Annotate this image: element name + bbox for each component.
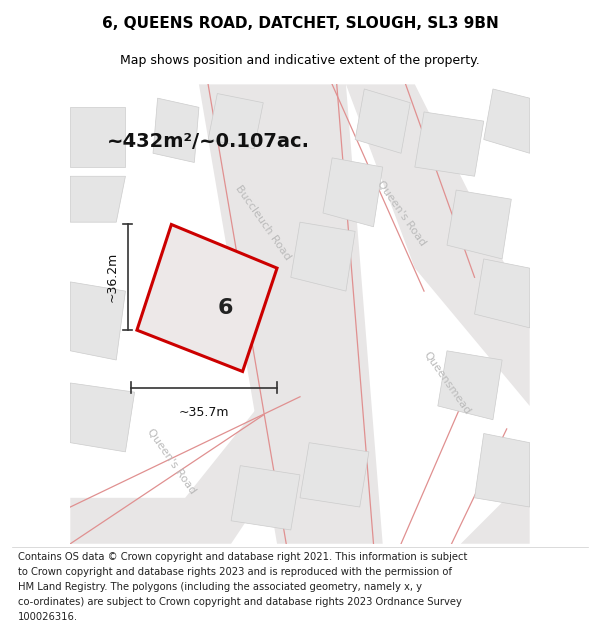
Polygon shape bbox=[153, 98, 199, 162]
Polygon shape bbox=[70, 107, 125, 167]
Text: Contains OS data © Crown copyright and database right 2021. This information is : Contains OS data © Crown copyright and d… bbox=[18, 552, 467, 562]
Polygon shape bbox=[475, 259, 530, 328]
Text: Map shows position and indicative extent of the property.: Map shows position and indicative extent… bbox=[120, 54, 480, 68]
Polygon shape bbox=[300, 442, 369, 507]
Text: ~35.7m: ~35.7m bbox=[179, 406, 229, 419]
Polygon shape bbox=[70, 383, 134, 452]
Text: Queen's Road: Queen's Road bbox=[145, 427, 197, 496]
Polygon shape bbox=[70, 383, 323, 544]
Polygon shape bbox=[323, 84, 530, 406]
Polygon shape bbox=[355, 89, 410, 153]
Polygon shape bbox=[447, 190, 511, 259]
Polygon shape bbox=[392, 475, 530, 544]
Text: ~36.2m: ~36.2m bbox=[106, 252, 119, 302]
Polygon shape bbox=[484, 89, 530, 153]
Polygon shape bbox=[323, 158, 383, 227]
Text: ~432m²/~0.107ac.: ~432m²/~0.107ac. bbox=[107, 132, 310, 151]
Text: to Crown copyright and database rights 2023 and is reproduced with the permissio: to Crown copyright and database rights 2… bbox=[18, 567, 452, 577]
Text: co-ordinates) are subject to Crown copyright and database rights 2023 Ordnance S: co-ordinates) are subject to Crown copyr… bbox=[18, 597, 462, 607]
Polygon shape bbox=[291, 222, 355, 291]
Text: Queen's Road: Queen's Road bbox=[375, 179, 427, 248]
Text: 100026316.: 100026316. bbox=[18, 612, 78, 622]
Text: Queensmead: Queensmead bbox=[422, 350, 472, 416]
Text: 6: 6 bbox=[218, 298, 233, 318]
Polygon shape bbox=[199, 84, 383, 544]
Polygon shape bbox=[137, 224, 277, 371]
Polygon shape bbox=[70, 176, 125, 222]
Polygon shape bbox=[231, 466, 300, 530]
Polygon shape bbox=[208, 94, 263, 149]
Text: Buccleuch Road: Buccleuch Road bbox=[233, 183, 293, 261]
Polygon shape bbox=[70, 282, 125, 360]
Polygon shape bbox=[415, 112, 484, 176]
Text: 6, QUEENS ROAD, DATCHET, SLOUGH, SL3 9BN: 6, QUEENS ROAD, DATCHET, SLOUGH, SL3 9BN bbox=[101, 16, 499, 31]
Text: HM Land Registry. The polygons (including the associated geometry, namely x, y: HM Land Registry. The polygons (includin… bbox=[18, 582, 422, 592]
Polygon shape bbox=[438, 351, 502, 420]
Polygon shape bbox=[475, 434, 530, 507]
